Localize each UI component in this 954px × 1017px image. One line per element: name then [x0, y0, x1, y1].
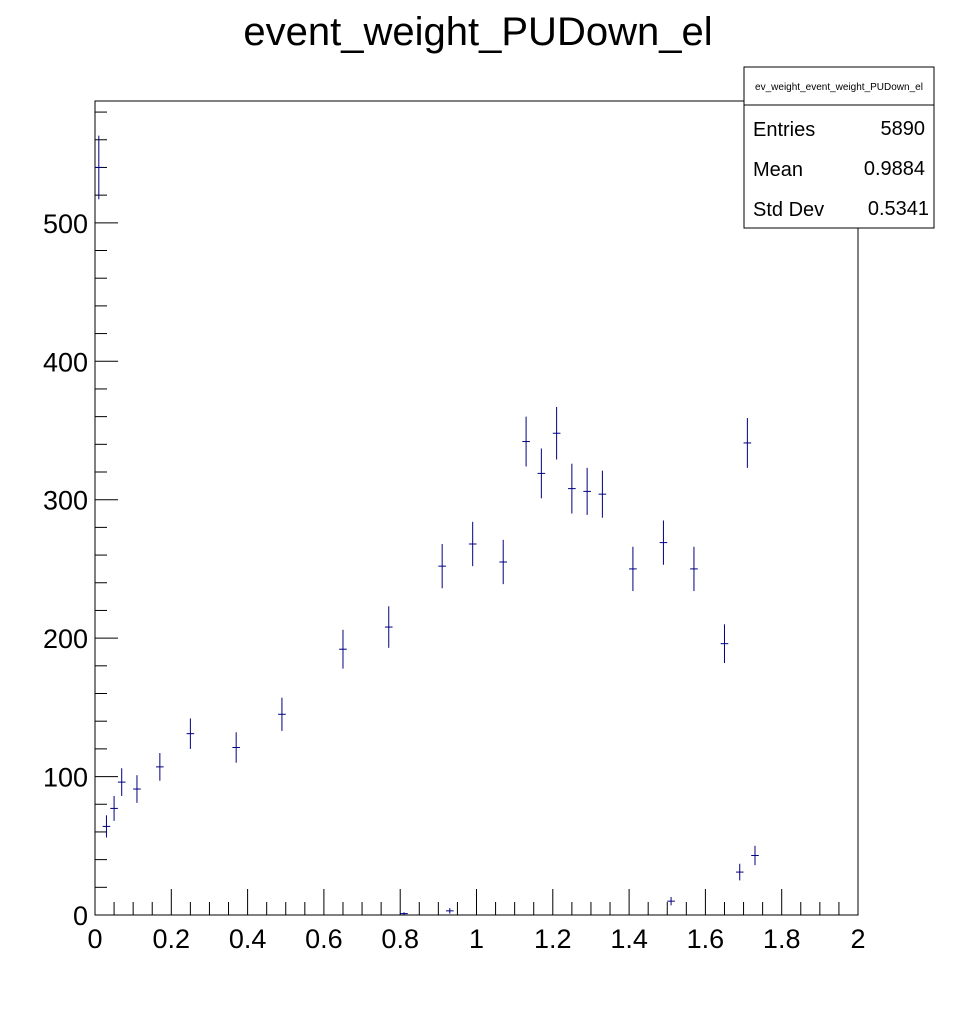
data-point: [522, 416, 530, 467]
stats-entries-value: 5890: [881, 118, 926, 140]
x-tick-label: 1.4: [610, 924, 648, 954]
x-tick-label: 0: [87, 924, 102, 954]
stats-mean-value: 0.9884: [864, 158, 925, 180]
data-point: [95, 135, 103, 200]
x-tick-label: 1.2: [534, 924, 572, 954]
data-point: [445, 908, 454, 914]
data-point: [598, 470, 607, 518]
data-point: [438, 543, 446, 589]
data-point: [133, 775, 141, 803]
x-axis: 0 0.2 0.4 0.6 0.8 1 1.2 1.4 1.6 1.8 2: [87, 889, 866, 954]
data-point: [110, 795, 118, 821]
stats-entries-label: Entries: [753, 119, 815, 141]
data-point: [659, 520, 668, 565]
data-point: [583, 467, 591, 515]
data-point: [552, 406, 561, 460]
x-tick-label: 0.8: [381, 924, 419, 954]
x-tick-label: 0.2: [153, 924, 191, 954]
x-tick-label: 2: [850, 924, 865, 954]
x-tick-label: 1.6: [687, 924, 725, 954]
stats-box-title: ev_weight_event_weight_PUDown_el: [755, 82, 923, 93]
data-point: [186, 718, 195, 749]
data-point: [384, 606, 393, 648]
stats-stddev-label: Std Dev: [753, 199, 824, 221]
y-tick-label: 500: [43, 209, 88, 239]
data-point: [468, 521, 477, 567]
chart-title: event_weight_PUDown_el: [243, 10, 712, 54]
data-point: [339, 629, 347, 669]
data-point: [278, 697, 286, 731]
stats-box-border: [743, 66, 935, 229]
y-axis: 0 100 200 300 400 500: [43, 111, 118, 931]
data-point: [743, 418, 752, 468]
data-point: [499, 539, 508, 585]
data-point: [568, 463, 576, 514]
data-point: [735, 863, 744, 881]
stats-box: ev_weight_event_weight_PUDown_el Entries…: [743, 66, 935, 229]
data-point: [751, 845, 759, 866]
x-tick-label: 0.4: [229, 924, 267, 954]
data-points: [95, 135, 759, 915]
data-point: [667, 897, 675, 906]
y-tick-label: 200: [43, 624, 88, 654]
data-point: [232, 732, 240, 763]
data-point: [117, 768, 126, 796]
x-tick-label: 1: [469, 924, 484, 954]
data-point: [629, 546, 637, 592]
data-point: [156, 753, 164, 781]
data-point: [102, 815, 111, 838]
data-point: [690, 546, 698, 592]
y-tick-label: 400: [43, 347, 88, 377]
stats-mean-label: Mean: [753, 159, 803, 181]
x-tick-label: 1.8: [763, 924, 801, 954]
x-tick-label: 0.6: [305, 924, 343, 954]
y-tick-label: 0: [73, 901, 88, 931]
stats-stddev-value: 0.5341: [868, 198, 929, 220]
y-tick-label: 100: [43, 763, 88, 793]
data-point: [720, 624, 729, 664]
y-tick-label: 300: [43, 486, 88, 516]
data-point: [537, 448, 546, 499]
data-point: [400, 912, 408, 915]
